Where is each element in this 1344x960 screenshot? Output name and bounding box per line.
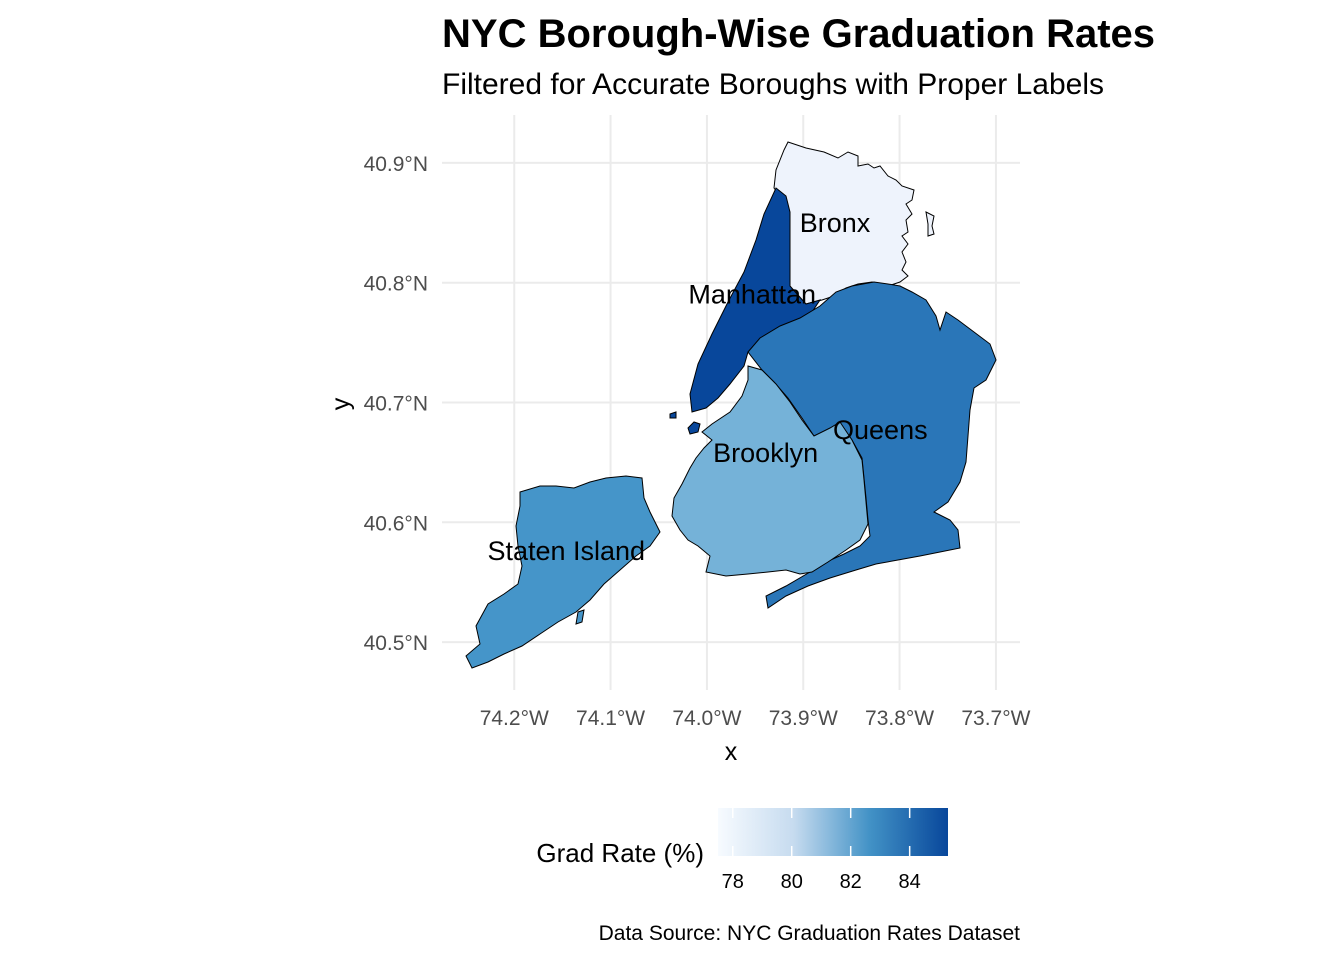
- staten-island-region: [465, 475, 661, 669]
- y-tick-label-3: 40.6°N: [364, 512, 428, 535]
- x-tick-label-2: 74.0°W: [672, 707, 741, 730]
- label-bronx: Bronx: [800, 208, 871, 238]
- staten-island-spit: [575, 609, 585, 625]
- x-tick-label-0: 74.2°W: [480, 707, 549, 730]
- y-tick-label-0: 40.9°N: [364, 153, 428, 176]
- bronx-islet: [925, 211, 935, 237]
- brooklyn-region: [671, 365, 869, 577]
- chart-subtitle: Filtered for Accurate Boroughs with Prop…: [442, 68, 1104, 101]
- legend-ticks: 78 80 82 84: [722, 808, 921, 893]
- legend-tick-label-2: 82: [840, 871, 862, 893]
- borough-labels: Bronx Manhattan Queens Brooklyn Staten I…: [487, 208, 927, 566]
- x-tick-label-4: 73.8°W: [865, 707, 934, 730]
- liberty-island: [669, 411, 677, 419]
- legend-title: Grad Rate (%): [536, 838, 704, 868]
- x-tick-label-5: 73.7°W: [961, 707, 1030, 730]
- color-legend: Grad Rate (%) 78 80 82 84: [536, 808, 948, 893]
- legend-tick-label-1: 80: [781, 871, 803, 893]
- borough-polygons: [465, 141, 997, 669]
- y-tick-label-4: 40.5°N: [364, 632, 428, 655]
- label-queens: Queens: [833, 415, 928, 445]
- manhattan-region: [689, 187, 822, 413]
- y-tick-label-2: 40.7°N: [364, 393, 428, 416]
- legend-tick-label-0: 78: [722, 871, 744, 893]
- chart-title: NYC Borough-Wise Graduation Rates: [442, 12, 1155, 56]
- caption: Data Source: NYC Graduation Rates Datase…: [599, 922, 1021, 945]
- x-axis-title: x: [725, 738, 738, 766]
- legend-colorbar: [718, 808, 948, 856]
- x-tick-label-3: 73.9°W: [769, 707, 838, 730]
- governors-island: [687, 421, 701, 435]
- x-tick-label-1: 74.1°W: [576, 707, 645, 730]
- y-tick-label-1: 40.8°N: [364, 273, 428, 296]
- x-tick-labels: 74.2°W 74.1°W 74.0°W 73.9°W 73.8°W 73.7°W: [480, 707, 1031, 730]
- y-tick-labels: 40.9°N 40.8°N 40.7°N 40.6°N 40.5°N: [364, 153, 428, 655]
- label-staten-island: Staten Island: [487, 536, 645, 566]
- legend-tick-label-3: 84: [899, 871, 921, 893]
- label-manhattan: Manhattan: [688, 280, 816, 310]
- label-brooklyn: Brooklyn: [713, 438, 818, 468]
- y-axis-title: y: [327, 397, 355, 410]
